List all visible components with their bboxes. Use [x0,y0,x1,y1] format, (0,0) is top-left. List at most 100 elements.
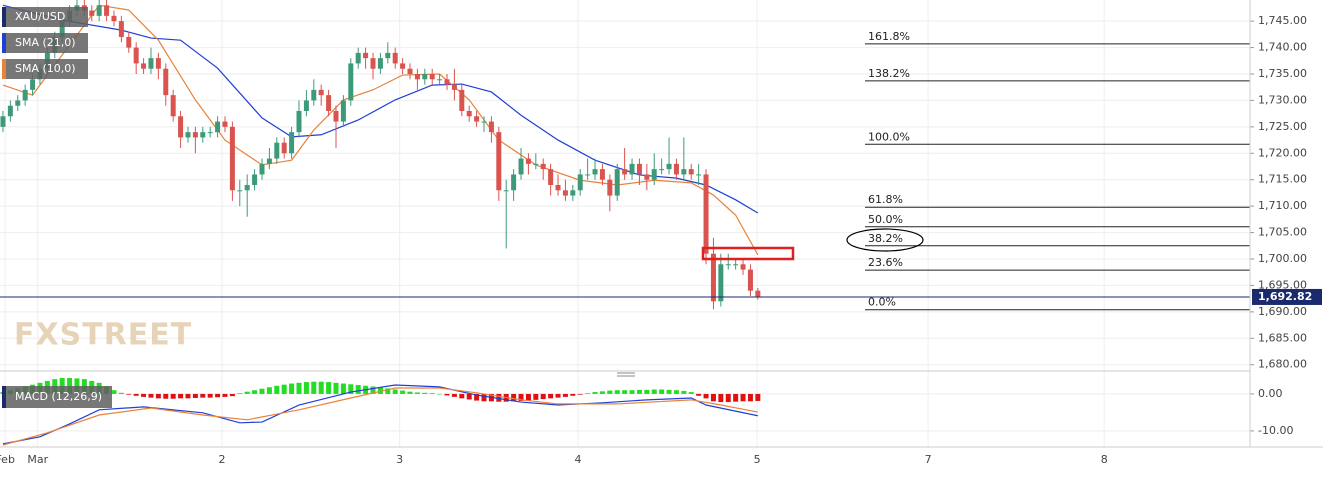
candle-body [659,169,665,171]
histogram-bar [740,393,746,402]
histogram-bar [673,390,679,394]
candle-body [525,158,531,164]
legend-box [2,7,88,27]
histogram-bar [178,393,184,399]
candle-body [688,169,694,175]
candle-body [681,169,687,175]
candle-body [148,58,154,69]
histogram-bar [133,393,139,396]
candle-body [651,169,657,180]
legend-swatch [2,59,6,79]
histogram-bar [59,378,65,394]
candle-body [666,163,672,170]
candle-body [126,37,132,48]
histogram-bar [296,382,302,394]
histogram-bar [155,393,161,399]
candle-body [444,79,450,85]
candle-body [710,253,716,302]
x-tick-label: 5 [754,453,761,466]
histogram-bar [437,393,443,395]
candle-body [252,174,258,185]
histogram-bar [266,387,272,394]
histogram-bar [207,393,213,398]
candle-body [30,79,36,90]
candle-body [459,89,465,111]
candle-body [377,58,383,69]
y-tick-label: 1,695.00 [1258,278,1307,291]
histogram-bar [400,390,406,394]
x-tick-label: 8 [1101,453,1108,466]
histogram-bar [681,390,687,394]
legend-label: SMA (21,0) [15,36,76,49]
histogram-bar [281,384,287,394]
histogram-bar [636,389,642,394]
histogram-bar [311,381,317,394]
candle-body [237,190,243,192]
y-tick-label: 1,745.00 [1258,14,1307,27]
histogram-bar [703,393,709,399]
candle-body [155,58,161,69]
histogram-bar [274,385,280,394]
x-tick-label: 2 [219,453,226,466]
histogram-bar [370,386,376,394]
histogram-bar [200,393,206,398]
histogram-bar [555,393,561,398]
candle-body [89,10,95,16]
histogram-bar [422,392,428,394]
histogram-bar [755,393,761,401]
candle-body [703,174,709,254]
highlight-ellipse [846,228,924,252]
candle-body [111,15,117,22]
candle-body [429,74,435,80]
histogram-bar [289,383,295,394]
histogram-bar [333,382,339,394]
histogram-bar [622,390,628,394]
histogram-bar [718,393,724,403]
histogram-bar [747,393,753,402]
last-price-label: 1,692.82 [1258,290,1312,303]
candle-body [592,169,598,175]
histogram-bar [244,391,250,394]
histogram-bar [577,393,583,395]
fib-label: 61.8% [868,193,903,206]
histogram-bar [392,389,398,394]
candle-body [355,52,361,64]
candle-body [133,47,139,64]
candle-body [466,111,472,117]
candle-body [622,169,628,175]
histogram-bar [355,385,361,394]
legend-box [2,386,112,408]
candle-body [170,95,176,117]
histogram-bar [170,393,176,399]
candle-body [385,52,391,59]
histogram-bar [326,382,332,394]
y-tick-label: 0.00 [1258,387,1283,400]
candle-body [673,163,679,175]
x-tick-label: 4 [575,453,582,466]
candle-body [222,121,228,127]
candle-body [259,163,265,175]
histogram-bar [303,382,309,394]
candle-body [311,89,317,101]
y-tick-label: 1,705.00 [1258,226,1307,239]
candle-body [733,264,739,266]
candle-body [599,169,605,180]
y-tick-label: 1,725.00 [1258,120,1307,133]
candle-body [274,142,280,159]
candle-body [141,63,147,69]
candle-body [318,89,324,96]
panel-handle[interactable] [617,372,635,377]
candle-body [104,5,110,16]
candle-body [644,174,650,180]
histogram-bar [318,381,324,394]
histogram-bar [644,389,650,394]
legend-label: MACD (12,26,9) [15,390,102,403]
y-tick-label: 1,700.00 [1258,252,1307,265]
histogram-bar [141,393,147,397]
x-tick-label: Mar [27,453,48,466]
candle-body [607,179,613,196]
histogram-bar [229,393,235,397]
histogram-bar [518,393,524,401]
legend-swatch [2,33,6,53]
